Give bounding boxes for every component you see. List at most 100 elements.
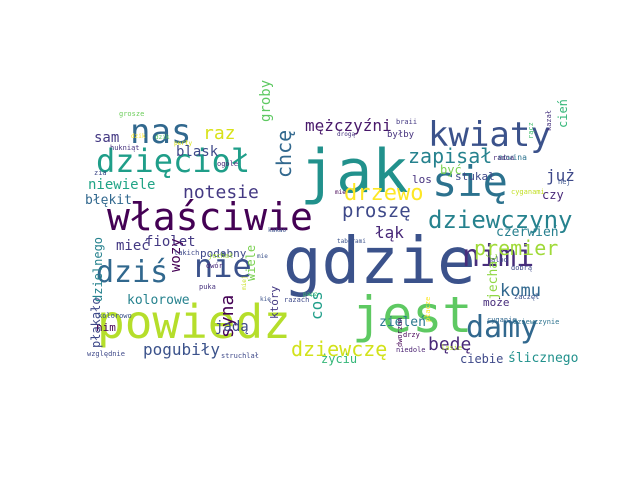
cloud-word: mężczyźni: [305, 116, 392, 135]
cloud-word: wiele: [244, 245, 258, 281]
cloud-word: notesie: [183, 182, 259, 203]
cloud-word: sam: [94, 130, 119, 146]
cloud-word: jadą: [215, 319, 249, 335]
cloud-word: dzięcioł: [96, 142, 250, 180]
cloud-word: ciebie: [460, 352, 503, 366]
cloud-word: jak: [300, 137, 408, 207]
cloud-word: kolorowe: [127, 293, 190, 308]
cloud-word: hukniąt: [110, 144, 140, 152]
cloud-word: kakao: [268, 227, 286, 234]
cloud-word: dzielnego: [91, 237, 105, 302]
cloud-word: powiedz: [97, 295, 291, 349]
cloud-word: zaczęł: [514, 293, 539, 301]
cloud-word: puka: [199, 283, 216, 291]
cloud-word: pogubiły: [143, 340, 220, 359]
cloud-word: gdzie: [283, 225, 476, 299]
cloud-word: być: [440, 163, 462, 177]
cloud-word: razach: [284, 296, 309, 304]
cloud-word: łąk: [375, 223, 404, 242]
cloud-word: który: [268, 286, 281, 319]
cloud-word: zapisał: [408, 144, 492, 168]
cloud-word: grosze: [119, 110, 144, 118]
cloud-word: kolorowo: [98, 312, 132, 320]
cloud-word: dobrą: [511, 264, 532, 272]
cloud-word: nej: [558, 178, 571, 186]
cloud-word: czy: [542, 188, 564, 202]
cloud-word: premier: [474, 236, 558, 260]
cloud-word: dziewczyny: [428, 206, 573, 234]
cloud-word: taborami: [337, 238, 366, 245]
cloud-word: ogóle: [217, 160, 238, 168]
cloud-word: dzik: [155, 134, 170, 141]
cloud-word: płakało: [89, 297, 103, 348]
cloud-word: chcę: [272, 130, 296, 178]
cloud-word: czerwień: [496, 225, 559, 240]
cloud-word: drogą: [337, 131, 355, 138]
cloud-word: błękit: [85, 193, 132, 208]
cloud-word: radca: [493, 154, 514, 162]
cloud-word: groby: [258, 80, 274, 122]
cloud-word: nie: [194, 247, 252, 285]
cloud-word: perły: [174, 140, 192, 147]
cloud-word: drzy: [403, 331, 420, 339]
cloud-word: się: [432, 157, 508, 206]
cloud-word: cyganie: [487, 316, 517, 324]
cloud-word: względnie: [87, 350, 125, 358]
cloud-word: jest: [352, 286, 472, 344]
cloud-word: jechał: [208, 252, 233, 260]
cloud-word: jechać: [486, 253, 501, 300]
cloud-word: wozy: [168, 238, 184, 272]
cloud-word: dziewczynie: [513, 318, 559, 326]
cloud-word: dziewczę: [291, 337, 387, 361]
cloud-word: byłby: [387, 130, 415, 140]
cloud-word: mieć: [116, 238, 150, 254]
cloud-word: mie: [335, 189, 346, 196]
cloud-word: właściwie: [107, 195, 313, 239]
cloud-word: kie: [260, 296, 271, 303]
cloud-word: dwór: [206, 262, 223, 270]
cloud-word: cyganami: [511, 188, 545, 196]
cloud-word: komu: [500, 281, 541, 301]
cloud-word: dworzan: [396, 317, 404, 347]
cloud-word: albo: [491, 256, 508, 264]
cloud-word: zia: [94, 169, 107, 177]
cloud-word: rącz: [527, 122, 535, 139]
cloud-word: niedole: [396, 346, 426, 354]
cloud-word: los: [412, 173, 432, 186]
cloud-word: może: [483, 296, 510, 309]
cloud-word: lasie: [441, 344, 462, 352]
cloud-word: braii: [396, 118, 417, 126]
cloud-word: coś: [307, 291, 326, 320]
cloud-word: już: [546, 166, 575, 185]
cloud-word: raz: [203, 123, 236, 144]
cloud-word: cień: [556, 99, 570, 128]
cloud-word: nim: [96, 321, 116, 334]
cloud-word: fiolet: [145, 234, 196, 250]
cloud-word: miej: [241, 276, 248, 290]
cloud-word: kazał: [545, 110, 553, 131]
cloud-word: zieleń: [379, 315, 426, 330]
cloud-word: nas: [130, 112, 191, 152]
cloud-word: płacze: [424, 297, 432, 322]
cloud-word: nimi: [462, 239, 534, 274]
cloud-word: będę: [428, 334, 471, 355]
cloud-word: takich: [174, 249, 199, 257]
cloud-word: podobny: [200, 247, 247, 260]
cloud-word: drzewo: [344, 181, 423, 206]
cloud-word: niewiele: [88, 177, 155, 193]
cloud-word: damy: [466, 310, 538, 345]
cloud-word: stukał: [455, 170, 495, 183]
cloud-word: życiu: [321, 352, 357, 366]
cloud-word: ślicznego: [508, 351, 578, 366]
cloud-word: mie: [257, 253, 268, 260]
cloud-word: dziś: [96, 255, 168, 290]
cloud-word: syna: [217, 295, 238, 338]
cloud-word: blask: [176, 144, 219, 160]
cloud-word: pacz: [303, 291, 318, 298]
cloud-word: proszę: [342, 200, 411, 222]
cloud-word: dzik: [131, 133, 146, 140]
cloud-word: kwiaty: [428, 115, 551, 155]
cloud-word: struchlał: [221, 352, 259, 360]
cloud-word: nowina: [498, 153, 527, 162]
